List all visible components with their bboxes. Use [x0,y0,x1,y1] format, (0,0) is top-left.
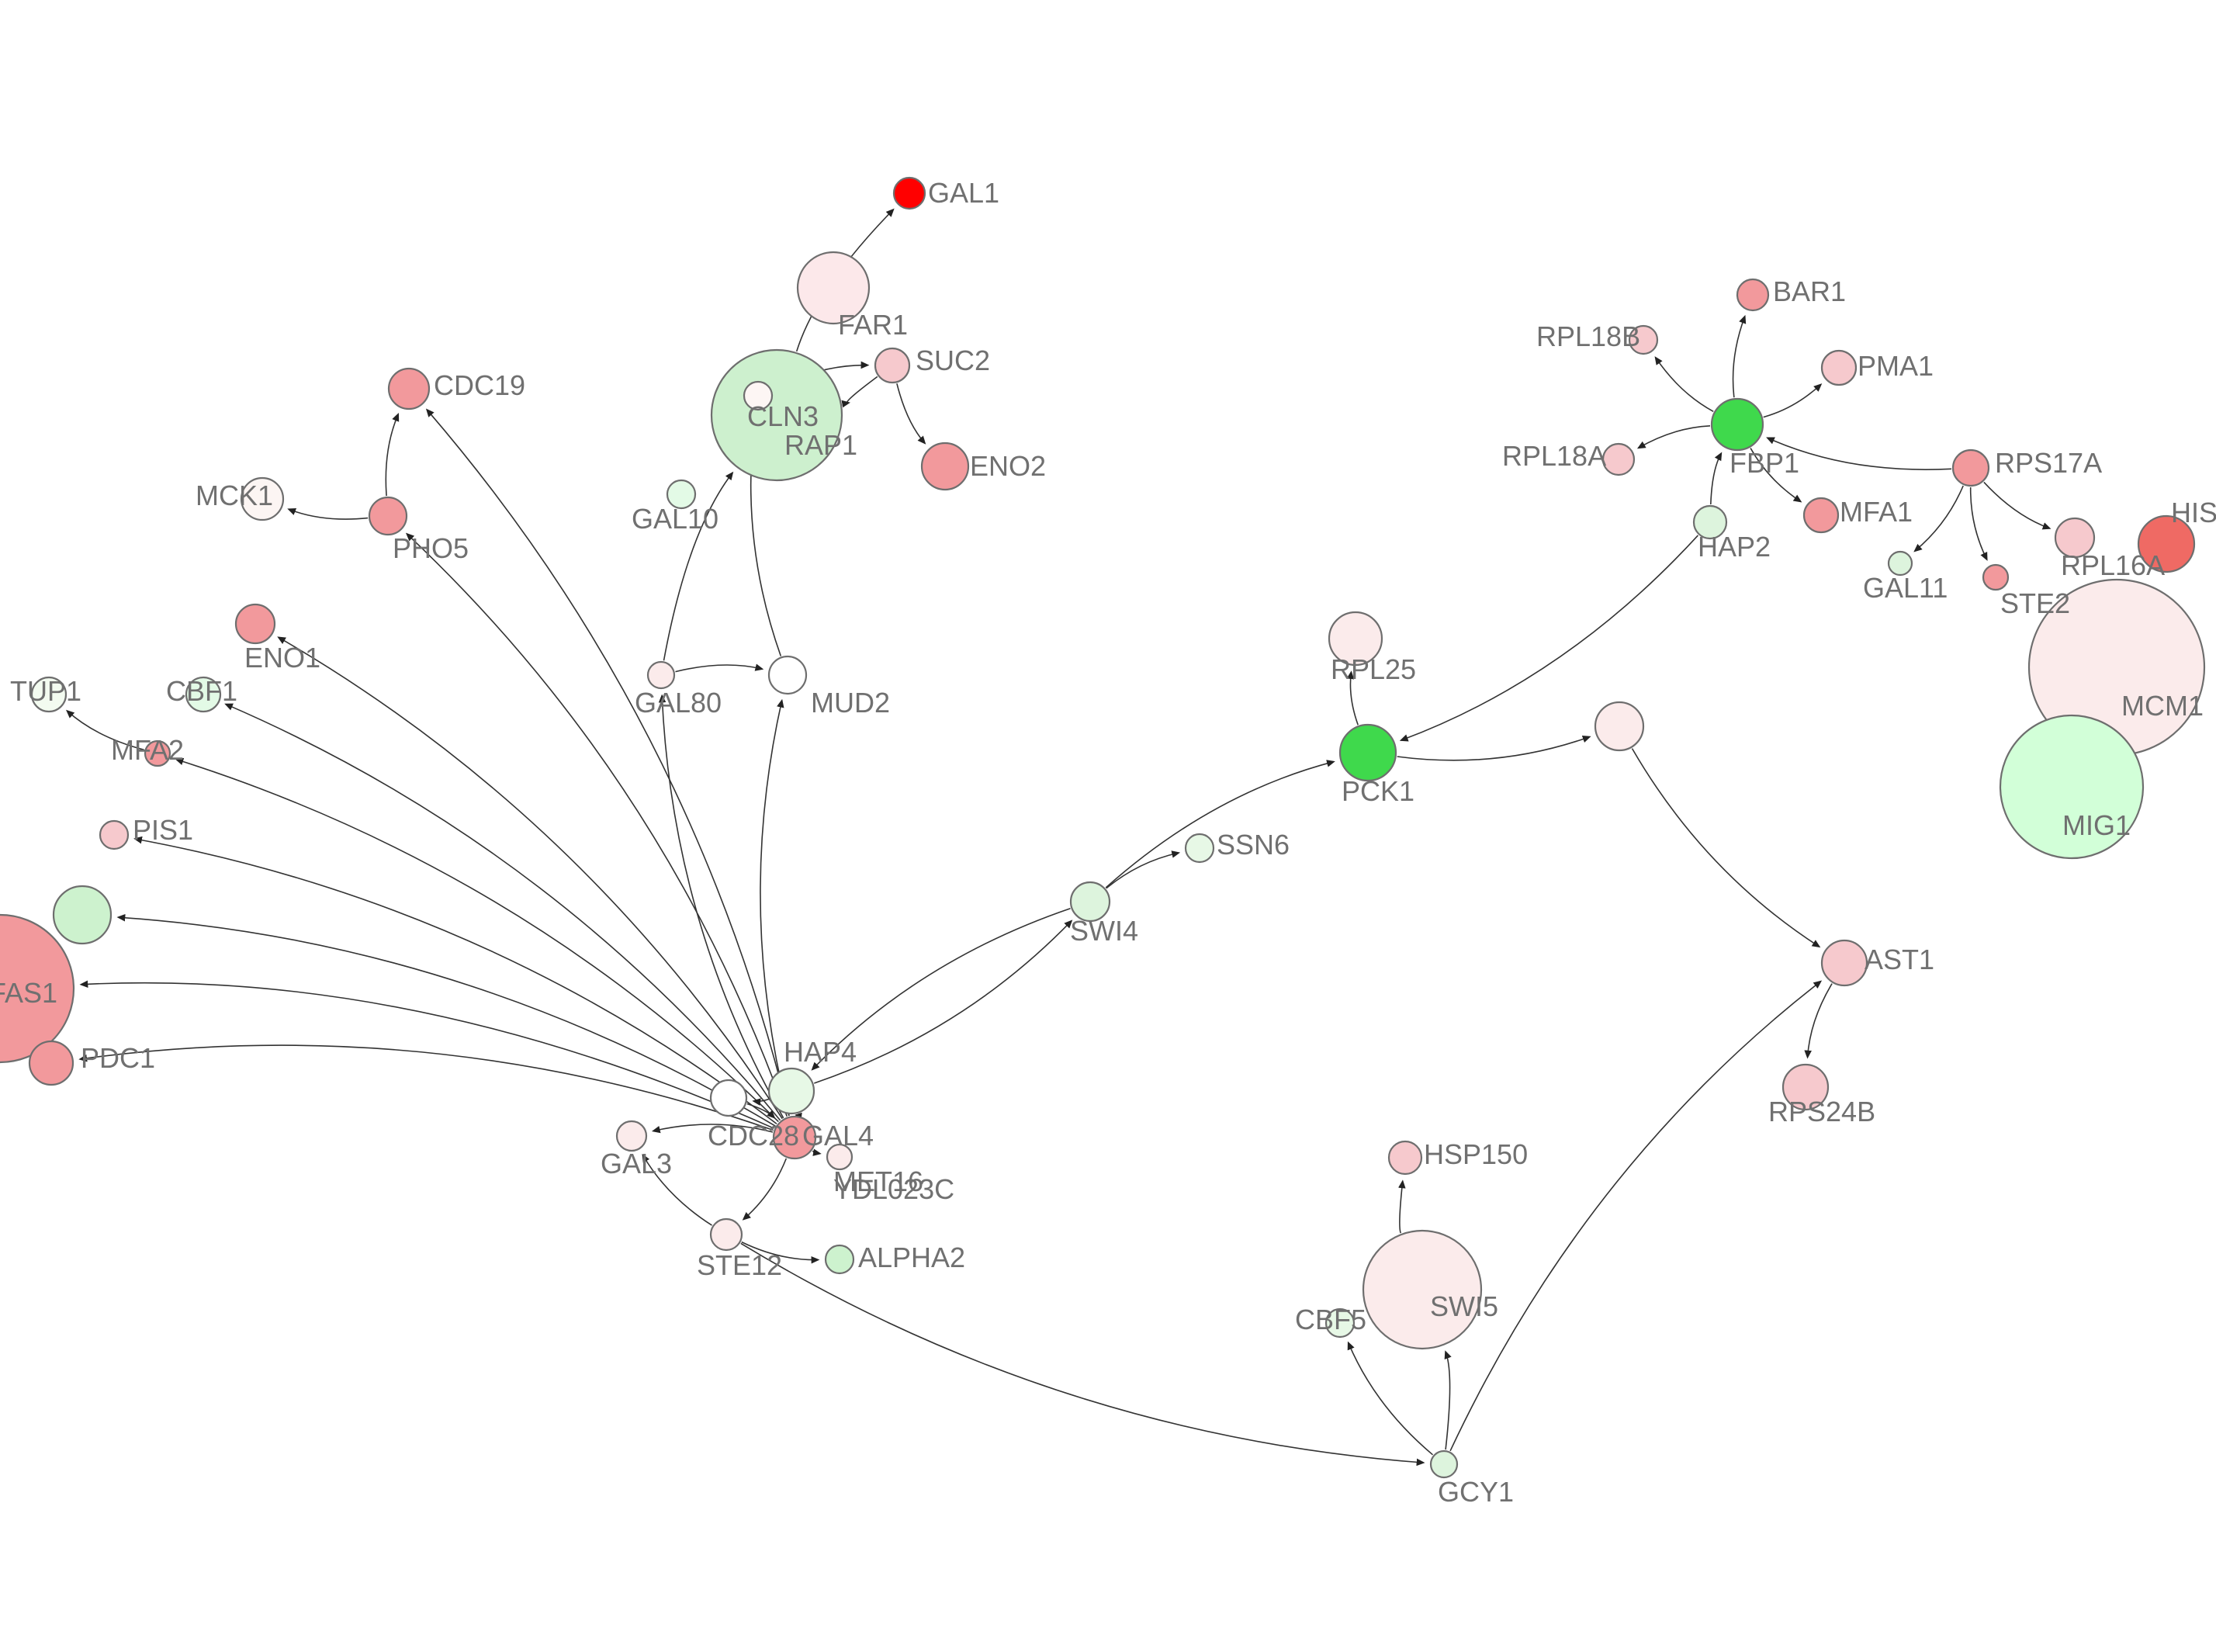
svg-text:RPS17A: RPS17A [1995,447,2102,479]
svg-text:PIS1: PIS1 [133,814,193,846]
svg-text:GAL10: GAL10 [632,503,718,535]
svg-text:HAP4: HAP4 [784,1036,857,1068]
svg-text:GCY1: GCY1 [1438,1476,1514,1508]
svg-text:ALPHA2: ALPHA2 [858,1242,965,1273]
svg-text:FAS1: FAS1 [0,977,57,1009]
svg-text:RPL18B: RPL18B [1536,320,1640,352]
svg-text:CDC19: CDC19 [434,369,525,401]
svg-text:SUC2: SUC2 [916,345,990,376]
svg-text:FBP1: FBP1 [1730,447,1799,479]
svg-text:CBF5: CBF5 [1295,1304,1366,1335]
svg-text:GAL4: GAL4 [802,1120,874,1152]
svg-text:AST1: AST1 [1865,944,1934,975]
svg-text:SSN6: SSN6 [1217,829,1290,861]
svg-text:STE2: STE2 [2000,587,2070,619]
svg-text:MFA1: MFA1 [1840,496,1913,528]
svg-text:MIG1: MIG1 [2062,809,2131,841]
svg-text:MET16: MET16 [833,1165,923,1197]
svg-text:RAP1: RAP1 [784,429,857,461]
svg-text:HAP2: HAP2 [1698,531,1771,563]
svg-text:PMA1: PMA1 [1858,350,1934,382]
svg-text:GAL1: GAL1 [928,177,999,209]
svg-text:PCK1: PCK1 [1342,775,1414,807]
svg-text:CLN3: CLN3 [747,400,819,432]
svg-text:SWI4: SWI4 [1070,915,1138,947]
svg-text:RPL18A: RPL18A [1502,440,1606,472]
svg-text:MCM1: MCM1 [2121,690,2204,722]
svg-text:RPS24B: RPS24B [1768,1096,1875,1127]
svg-text:BAR1: BAR1 [1773,275,1846,307]
svg-text:ENO1: ENO1 [244,642,320,674]
svg-text:ENO2: ENO2 [970,450,1046,482]
svg-text:MCK1: MCK1 [196,480,273,511]
svg-text:RPL25: RPL25 [1331,653,1416,685]
svg-text:CDC28: CDC28 [708,1120,799,1152]
svg-text:TUP1: TUP1 [10,675,81,707]
svg-text:GAL80: GAL80 [635,687,722,719]
svg-text:PDC1: PDC1 [81,1042,155,1074]
svg-text:SWI5: SWI5 [1430,1290,1498,1322]
svg-text:MFA2: MFA2 [111,734,184,766]
svg-text:CBF1: CBF1 [166,675,237,707]
svg-text:MUD2: MUD2 [811,687,890,719]
svg-text:GAL11: GAL11 [1863,572,1948,604]
svg-text:PHO5: PHO5 [393,532,469,564]
svg-text:HSP150: HSP150 [1424,1138,1528,1170]
svg-text:STE12: STE12 [697,1249,782,1281]
svg-text:RPL16A: RPL16A [2061,549,2165,581]
svg-text:HIS4: HIS4 [2171,497,2216,528]
svg-text:GAL3: GAL3 [601,1148,672,1179]
svg-text:FAR1: FAR1 [838,309,908,341]
